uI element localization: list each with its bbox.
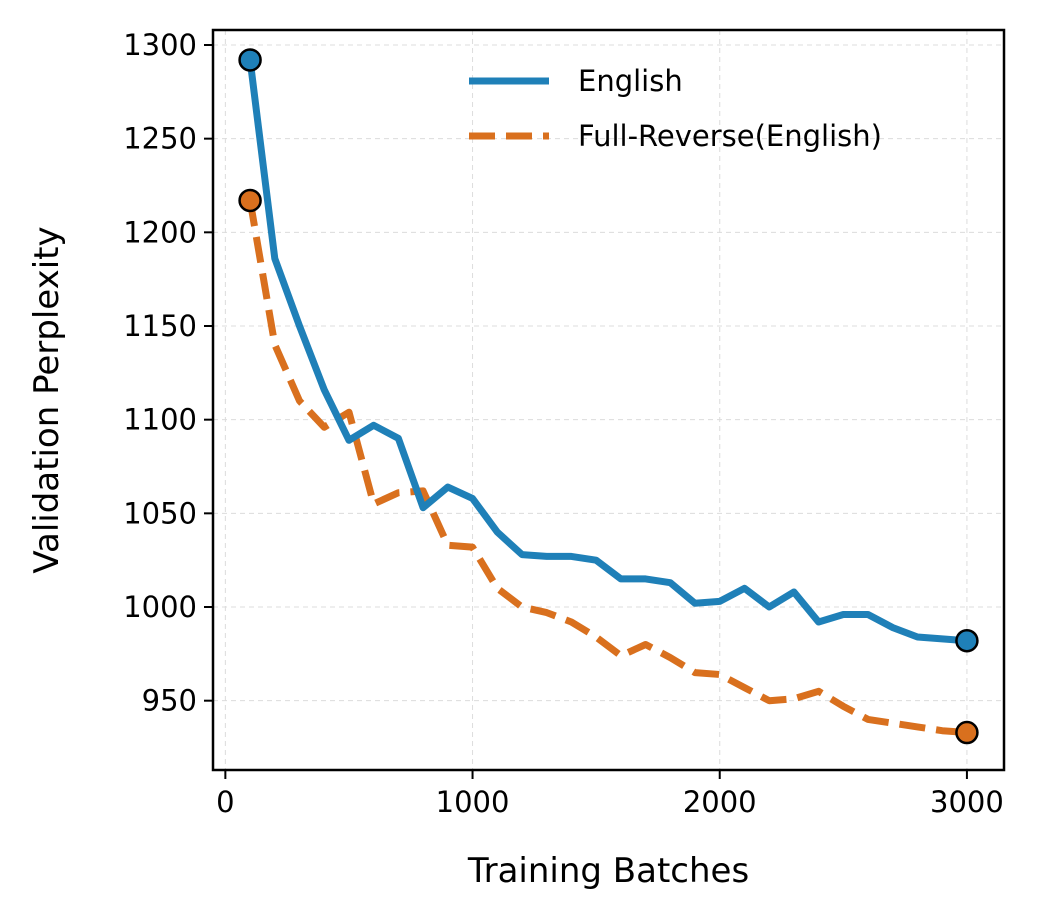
end-marker-english: [955, 628, 979, 653]
endpoint-markers: [238, 48, 979, 745]
y-tick-label: 1250: [123, 122, 197, 156]
plot-area-frame: [211, 28, 1006, 772]
y-tick-label: 1100: [123, 403, 197, 437]
start-marker-english: [238, 48, 262, 72]
legend-label-english: English: [578, 64, 683, 98]
x-tick-label: 2000: [683, 785, 757, 819]
start-marker-full-reverse-english: [238, 188, 262, 213]
y-tick-label: 1200: [123, 215, 197, 249]
plot-lines: [246, 56, 971, 736]
y-tick-label: 1050: [123, 496, 197, 530]
legend-label-full-reverse-english: Full-Reverse(English): [578, 119, 882, 153]
y-tick-label: 1150: [123, 309, 197, 343]
series-line-english: [246, 56, 971, 645]
axis-ticks: 0 1000 2000 3000 950 1000 1050 1100 1150 1200 1250…: [123, 28, 1004, 819]
end-marker-full-reverse-english: [955, 720, 979, 745]
y-tick-label: 1300: [123, 28, 197, 62]
x-tick-label: 3000: [930, 785, 1004, 819]
y-tick-label: 1000: [123, 590, 197, 624]
y-axis-label: Validation Perplexity: [27, 226, 67, 573]
legend: English Full-Reverse(English): [469, 64, 882, 153]
x-tick-label: 0: [216, 785, 234, 819]
series-line-full-reverse-english: [246, 199, 968, 736]
x-axis-label: Training Batches: [467, 851, 749, 891]
y-tick-label: 950: [142, 684, 197, 718]
x-tick-label: 1000: [436, 785, 510, 819]
